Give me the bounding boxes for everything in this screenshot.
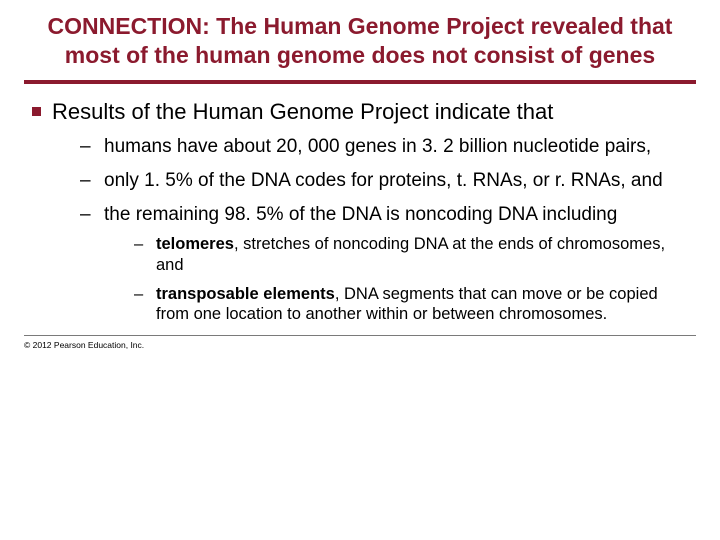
l1-text: Results of the Human Genome Project indi…	[52, 99, 553, 124]
slide-title: CONNECTION: The Human Genome Project rev…	[24, 12, 696, 80]
copyright: © 2012 Pearson Education, Inc.	[24, 340, 696, 350]
bullet-list-l2: humans have about 20, 000 genes in 3. 2 …	[52, 135, 690, 325]
list-item: transposable elements, DNA segments that…	[134, 284, 690, 325]
term: transposable elements	[156, 285, 335, 303]
list-item: only 1. 5% of the DNA codes for proteins…	[80, 169, 690, 193]
term: telomeres	[156, 235, 234, 253]
list-item: the remaining 98. 5% of the DNA is nonco…	[80, 203, 690, 325]
l2-text: the remaining 98. 5% of the DNA is nonco…	[104, 204, 617, 225]
l2-text: humans have about 20, 000 genes in 3. 2 …	[104, 136, 651, 157]
l2-text: only 1. 5% of the DNA codes for proteins…	[104, 170, 663, 191]
bullet-list-l1: Results of the Human Genome Project indi…	[30, 98, 690, 325]
list-item: humans have about 20, 000 genes in 3. 2 …	[80, 135, 690, 159]
list-item: telomeres, stretches of noncoding DNA at…	[134, 234, 690, 275]
footer-divider	[24, 335, 696, 336]
slide-content: Results of the Human Genome Project indi…	[24, 98, 696, 325]
bullet-list-l3: telomeres, stretches of noncoding DNA at…	[104, 234, 690, 325]
list-item: Results of the Human Genome Project indi…	[30, 98, 690, 325]
title-divider	[24, 80, 696, 84]
